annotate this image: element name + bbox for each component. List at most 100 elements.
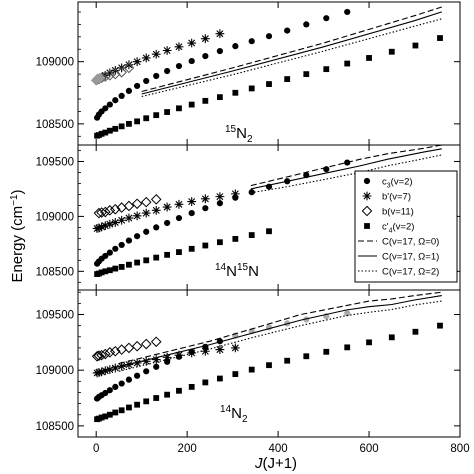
data-point-c4prime xyxy=(412,42,419,49)
data-point-c4prime xyxy=(153,112,160,119)
y-tick-label: 109000 xyxy=(36,211,74,223)
data-point-c4prime xyxy=(143,257,150,264)
data-point-c3 xyxy=(188,57,195,65)
data-point-b xyxy=(150,194,162,205)
legend-label: c3(v=2) xyxy=(382,177,413,190)
data-point-bprime xyxy=(97,222,107,232)
data-point-c4prime xyxy=(134,118,141,125)
y-tick-label: 108500 xyxy=(36,119,74,131)
legend-label-sub: 3 xyxy=(387,183,391,190)
legend-entry-C2: C(v=17, Ω=2) xyxy=(358,267,439,278)
legend-label-rest: (v=2) xyxy=(392,222,414,233)
data-point-c3 xyxy=(216,200,223,207)
data-point-bprime xyxy=(110,218,120,227)
data-point-c3 xyxy=(143,368,150,375)
data-point-bprime xyxy=(141,53,151,63)
data-point-c4prime xyxy=(388,48,395,55)
panel-plot-area xyxy=(91,291,443,423)
data-point-bprime xyxy=(200,194,210,204)
data-point-c4prime xyxy=(164,391,171,398)
data-point-c4prime xyxy=(106,267,113,274)
data-point-bprime xyxy=(124,60,134,70)
panel-label-sup: 14 xyxy=(215,262,227,273)
data-point-b xyxy=(99,71,111,82)
legend-entry-C0: C(v=17, Ω=0) xyxy=(358,237,439,248)
legend-label: C(v=17, Ω=1) xyxy=(382,252,439,263)
data-point-c4prime xyxy=(143,115,150,122)
panel-14N2: 108500 109000 109500 14N2 0 200 400 600 800 xyxy=(36,289,470,455)
data-point-bprime xyxy=(151,355,161,364)
data-point-b xyxy=(131,340,143,352)
data-point-c3 xyxy=(106,249,113,256)
series-line-C1 xyxy=(141,11,442,95)
data-point-c4prime xyxy=(102,129,109,136)
data-point-c4prime xyxy=(118,407,125,414)
data-point-c4prime xyxy=(98,414,105,421)
y-axis-title-close: ) xyxy=(9,189,26,194)
data-point-c3 xyxy=(134,82,141,90)
data-point-c4prime xyxy=(164,109,171,115)
data-point-c3 xyxy=(303,21,310,28)
data-point-c4prime xyxy=(248,85,255,92)
data-point-bprime xyxy=(187,197,197,206)
data-point-bprime xyxy=(132,57,142,67)
x-tick-label: 400 xyxy=(269,443,288,455)
data-point-bprime xyxy=(94,368,104,377)
series-c4prime xyxy=(94,35,443,139)
data-point-b xyxy=(93,350,105,362)
data-point-c4prime xyxy=(176,249,182,256)
data-point-c4prime xyxy=(266,81,272,87)
data-point-c4prime xyxy=(164,251,171,258)
data-point-c3 xyxy=(134,372,141,379)
data-point-c3 xyxy=(344,8,351,16)
series-c4prime xyxy=(94,322,443,423)
data-point-c4prime xyxy=(98,269,105,276)
y-tick-label: 109000 xyxy=(36,57,74,69)
data-point-c4prime xyxy=(216,94,223,101)
legend-marker-c3 xyxy=(363,177,371,185)
data-point-c3 xyxy=(175,62,183,70)
panel-label-sup: 14 xyxy=(220,404,232,415)
x-axis-title-italic: J xyxy=(254,455,263,472)
data-point-bprime xyxy=(100,221,110,231)
data-point-c4prime xyxy=(143,398,150,405)
legend-label: b(v=11) xyxy=(382,207,414,218)
data-point-c3 xyxy=(248,38,255,45)
data-point-bprime xyxy=(230,189,240,199)
data-point-c4prime xyxy=(188,245,195,252)
data-point-c4prime xyxy=(323,66,330,73)
legend-label-main: c' xyxy=(382,222,389,233)
series-b xyxy=(91,336,162,362)
data-point-c3 xyxy=(143,77,150,85)
data-point-c4prime xyxy=(412,328,419,335)
data-point-c3 xyxy=(106,387,113,394)
data-point-c4prime xyxy=(303,71,310,78)
data-point-c4prime xyxy=(153,395,160,401)
data-point-c3 xyxy=(232,43,239,50)
data-point-c4prime xyxy=(126,261,132,268)
data-point-c3 xyxy=(164,219,171,227)
data-point-c4prime xyxy=(216,375,223,382)
data-point-c4prime xyxy=(106,127,113,134)
data-point-b xyxy=(99,206,111,218)
data-point-c4prime xyxy=(437,322,443,329)
series-c4prime xyxy=(94,228,272,277)
legend-label-sub: 4 xyxy=(389,228,393,235)
data-point-bprime xyxy=(187,348,197,358)
series-line-C0 xyxy=(118,291,442,365)
data-point-c3 xyxy=(118,92,125,99)
panel-label-sup: 15 xyxy=(225,124,237,135)
data-point-bprime xyxy=(100,366,110,376)
legend-label: b'(v=7) xyxy=(382,192,411,203)
data-point-c4prime xyxy=(112,125,119,132)
data-point-c4prime xyxy=(266,362,272,369)
data-point-c3 xyxy=(323,15,330,22)
y-tick-label: 109500 xyxy=(36,156,74,168)
legend-entry-b: b(v=11) xyxy=(361,205,414,218)
data-point-c4prime xyxy=(303,353,310,360)
data-point-bprime xyxy=(92,368,102,378)
data-point-c4prime xyxy=(437,35,443,41)
data-point-bprime xyxy=(94,223,104,233)
data-point-bprime xyxy=(162,46,172,55)
